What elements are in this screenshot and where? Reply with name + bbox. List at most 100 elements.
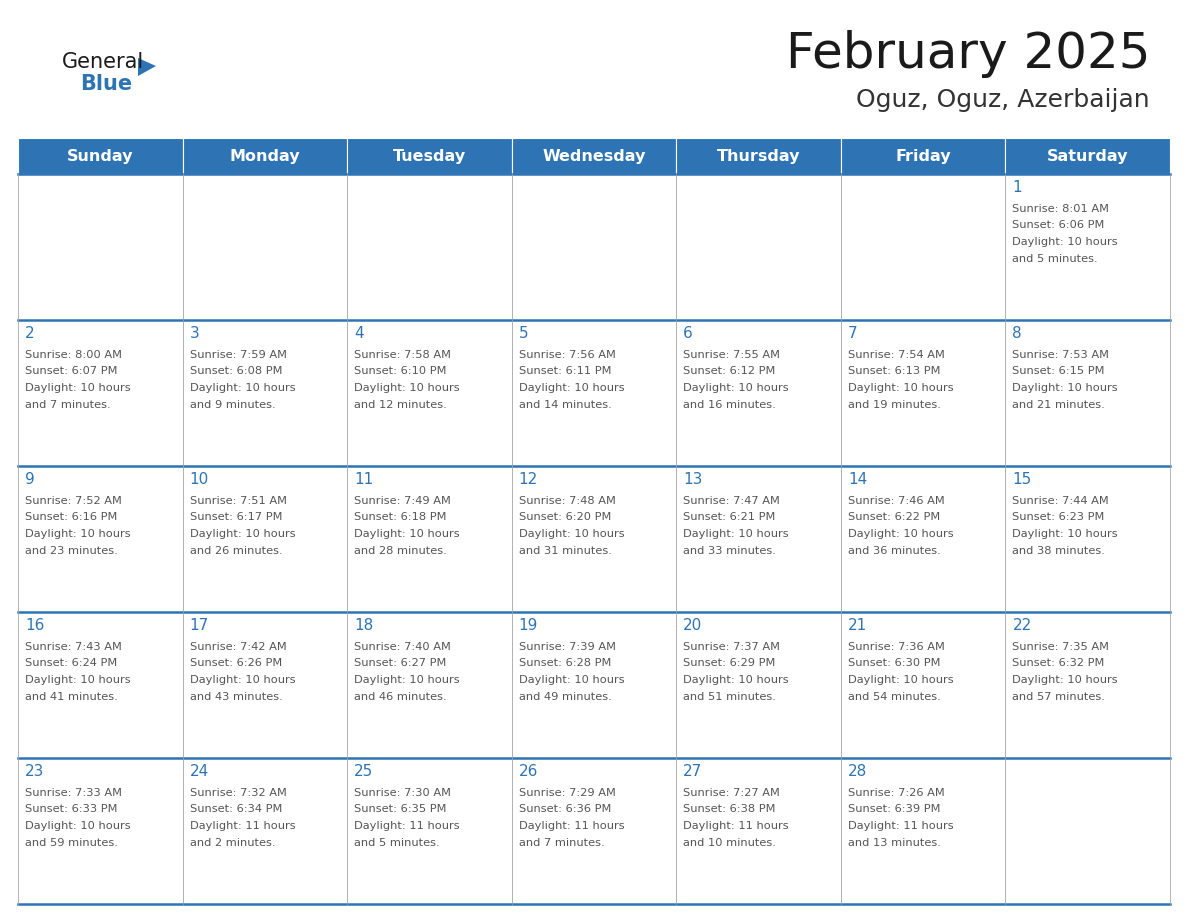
- Text: Sunrise: 8:00 AM: Sunrise: 8:00 AM: [25, 350, 122, 360]
- Bar: [841, 320, 1005, 466]
- Text: Sunset: 6:26 PM: Sunset: 6:26 PM: [190, 658, 282, 668]
- Text: and 41 minutes.: and 41 minutes.: [25, 691, 118, 701]
- Text: Daylight: 10 hours: Daylight: 10 hours: [1012, 675, 1118, 685]
- Text: and 59 minutes.: and 59 minutes.: [25, 837, 118, 847]
- Text: and 33 minutes.: and 33 minutes.: [683, 545, 776, 555]
- Bar: [183, 174, 347, 320]
- Text: Sunset: 6:17 PM: Sunset: 6:17 PM: [190, 512, 282, 522]
- Text: 16: 16: [25, 618, 44, 633]
- Text: 20: 20: [683, 618, 702, 633]
- Text: and 7 minutes.: and 7 minutes.: [519, 837, 605, 847]
- Text: and 10 minutes.: and 10 minutes.: [683, 837, 776, 847]
- Text: Sunrise: 7:51 AM: Sunrise: 7:51 AM: [190, 496, 286, 506]
- Text: Daylight: 11 hours: Daylight: 11 hours: [354, 821, 460, 831]
- Text: Sunrise: 7:37 AM: Sunrise: 7:37 AM: [683, 642, 781, 652]
- Bar: [512, 612, 676, 758]
- Text: Thursday: Thursday: [716, 149, 801, 163]
- Text: Sunrise: 7:53 AM: Sunrise: 7:53 AM: [1012, 350, 1110, 360]
- Bar: [841, 174, 1005, 320]
- Text: Friday: Friday: [896, 149, 950, 163]
- Text: Sunset: 6:34 PM: Sunset: 6:34 PM: [190, 804, 282, 814]
- Text: 1: 1: [1012, 180, 1022, 195]
- Text: 15: 15: [1012, 472, 1031, 487]
- Text: Sunday: Sunday: [67, 149, 133, 163]
- Bar: [347, 758, 512, 904]
- Bar: [676, 174, 841, 320]
- Text: and 43 minutes.: and 43 minutes.: [190, 691, 283, 701]
- Text: Sunrise: 7:42 AM: Sunrise: 7:42 AM: [190, 642, 286, 652]
- Text: 17: 17: [190, 618, 209, 633]
- Text: Wednesday: Wednesday: [542, 149, 646, 163]
- Text: and 36 minutes.: and 36 minutes.: [848, 545, 941, 555]
- Text: Sunset: 6:22 PM: Sunset: 6:22 PM: [848, 512, 940, 522]
- Text: 21: 21: [848, 618, 867, 633]
- Bar: [18, 612, 183, 758]
- Text: Sunrise: 7:52 AM: Sunrise: 7:52 AM: [25, 496, 122, 506]
- Text: Sunset: 6:39 PM: Sunset: 6:39 PM: [848, 804, 941, 814]
- Text: Sunrise: 7:48 AM: Sunrise: 7:48 AM: [519, 496, 615, 506]
- Bar: [347, 466, 512, 612]
- Text: Oguz, Oguz, Azerbaijan: Oguz, Oguz, Azerbaijan: [857, 88, 1150, 112]
- Bar: [1005, 466, 1170, 612]
- Text: Sunset: 6:23 PM: Sunset: 6:23 PM: [1012, 512, 1105, 522]
- Text: and 51 minutes.: and 51 minutes.: [683, 691, 776, 701]
- Text: 22: 22: [1012, 618, 1031, 633]
- Text: Sunrise: 7:59 AM: Sunrise: 7:59 AM: [190, 350, 286, 360]
- Text: and 46 minutes.: and 46 minutes.: [354, 691, 447, 701]
- Text: Sunset: 6:35 PM: Sunset: 6:35 PM: [354, 804, 447, 814]
- Text: and 16 minutes.: and 16 minutes.: [683, 399, 776, 409]
- Text: Saturday: Saturday: [1047, 149, 1129, 163]
- Text: 7: 7: [848, 326, 858, 341]
- Text: 19: 19: [519, 618, 538, 633]
- Text: and 23 minutes.: and 23 minutes.: [25, 545, 118, 555]
- Text: 28: 28: [848, 764, 867, 779]
- Text: Sunset: 6:18 PM: Sunset: 6:18 PM: [354, 512, 447, 522]
- Text: Sunrise: 7:39 AM: Sunrise: 7:39 AM: [519, 642, 615, 652]
- Text: Sunrise: 7:43 AM: Sunrise: 7:43 AM: [25, 642, 122, 652]
- Text: Sunset: 6:06 PM: Sunset: 6:06 PM: [1012, 220, 1105, 230]
- Bar: [512, 466, 676, 612]
- Bar: [512, 174, 676, 320]
- Text: Sunrise: 7:32 AM: Sunrise: 7:32 AM: [190, 788, 286, 798]
- Text: 14: 14: [848, 472, 867, 487]
- Bar: [512, 320, 676, 466]
- Text: 9: 9: [25, 472, 34, 487]
- Text: and 5 minutes.: and 5 minutes.: [1012, 253, 1098, 263]
- Text: Sunrise: 7:40 AM: Sunrise: 7:40 AM: [354, 642, 451, 652]
- Text: Sunrise: 7:54 AM: Sunrise: 7:54 AM: [848, 350, 944, 360]
- Bar: [1005, 138, 1170, 174]
- Text: and 49 minutes.: and 49 minutes.: [519, 691, 612, 701]
- Text: and 28 minutes.: and 28 minutes.: [354, 545, 447, 555]
- Text: Sunset: 6:20 PM: Sunset: 6:20 PM: [519, 512, 611, 522]
- Text: Sunset: 6:07 PM: Sunset: 6:07 PM: [25, 366, 118, 376]
- Text: Sunrise: 7:26 AM: Sunrise: 7:26 AM: [848, 788, 944, 798]
- Text: Daylight: 10 hours: Daylight: 10 hours: [354, 383, 460, 393]
- Text: Sunset: 6:16 PM: Sunset: 6:16 PM: [25, 512, 118, 522]
- Bar: [676, 466, 841, 612]
- Text: and 2 minutes.: and 2 minutes.: [190, 837, 276, 847]
- Text: 5: 5: [519, 326, 529, 341]
- Text: Sunrise: 7:58 AM: Sunrise: 7:58 AM: [354, 350, 451, 360]
- Text: and 31 minutes.: and 31 minutes.: [519, 545, 612, 555]
- Text: General: General: [62, 52, 144, 72]
- Text: and 5 minutes.: and 5 minutes.: [354, 837, 440, 847]
- Bar: [18, 138, 183, 174]
- Bar: [18, 758, 183, 904]
- Text: Daylight: 10 hours: Daylight: 10 hours: [354, 675, 460, 685]
- Text: 11: 11: [354, 472, 373, 487]
- Text: 4: 4: [354, 326, 364, 341]
- Text: Daylight: 11 hours: Daylight: 11 hours: [848, 821, 954, 831]
- Bar: [841, 138, 1005, 174]
- Polygon shape: [138, 58, 156, 76]
- Text: Daylight: 10 hours: Daylight: 10 hours: [25, 821, 131, 831]
- Bar: [676, 612, 841, 758]
- Bar: [347, 174, 512, 320]
- Text: and 9 minutes.: and 9 minutes.: [190, 399, 276, 409]
- Bar: [841, 466, 1005, 612]
- Text: Daylight: 10 hours: Daylight: 10 hours: [1012, 237, 1118, 247]
- Text: Monday: Monday: [229, 149, 301, 163]
- Bar: [183, 466, 347, 612]
- Text: 2: 2: [25, 326, 34, 341]
- Text: 25: 25: [354, 764, 373, 779]
- Text: Daylight: 10 hours: Daylight: 10 hours: [25, 529, 131, 539]
